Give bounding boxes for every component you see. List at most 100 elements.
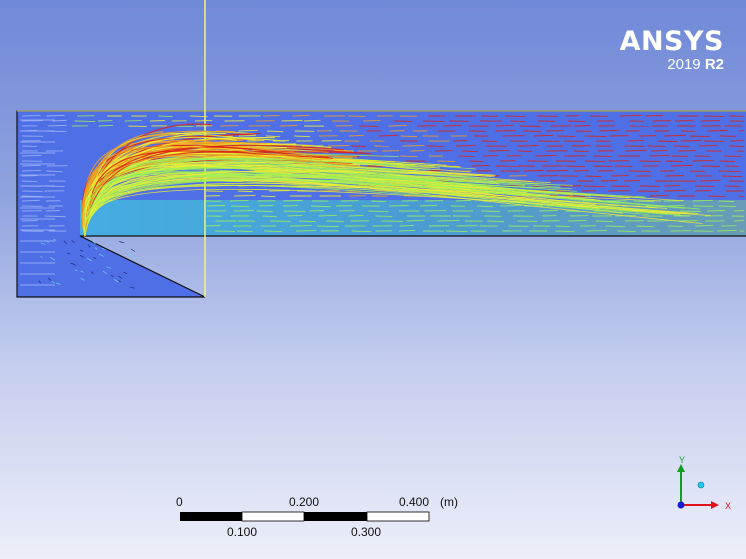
velocity-vector xyxy=(645,114,664,117)
velocity-vector xyxy=(280,124,298,127)
velocity-vector xyxy=(692,199,713,202)
scale-segment-3 xyxy=(304,512,367,521)
streamline xyxy=(84,188,711,237)
cavity-vector xyxy=(94,247,98,250)
velocity-vector xyxy=(378,134,398,137)
velocity-vector xyxy=(496,124,514,127)
cavity-vector xyxy=(53,238,57,241)
velocity-vector xyxy=(546,170,569,172)
cavity-vector xyxy=(130,286,135,289)
velocity-vector xyxy=(555,230,575,233)
velocity-vector xyxy=(619,114,642,117)
velocity-vector xyxy=(388,124,408,127)
velocity-vector xyxy=(708,195,725,198)
velocity-vector xyxy=(261,195,276,198)
velocity-vector xyxy=(504,115,526,117)
velocity-vector xyxy=(442,124,462,127)
cavity-vector xyxy=(93,257,97,260)
velocity-vector xyxy=(262,215,277,218)
scale-segment-1 xyxy=(180,512,242,521)
velocity-vector xyxy=(220,139,243,142)
velocity-vector xyxy=(539,209,558,212)
velocity-vector xyxy=(555,225,571,228)
velocity-vector xyxy=(400,155,419,158)
cavity-vector xyxy=(55,282,61,285)
logo-brand: ANSYS xyxy=(619,26,724,57)
streamline xyxy=(84,171,681,237)
velocity-vector xyxy=(721,175,743,178)
velocity-vector xyxy=(98,124,114,127)
velocity-vector xyxy=(471,164,491,167)
cavity-vector xyxy=(113,279,119,283)
triad-y-arrow xyxy=(677,464,685,472)
cavity-vector xyxy=(47,277,52,282)
cavity-vector xyxy=(63,240,67,244)
cavity-vector xyxy=(119,241,125,244)
velocity-vector xyxy=(649,154,671,157)
scale-label-0-100: 0.100 xyxy=(227,525,258,539)
cavity-vector xyxy=(74,269,78,272)
velocity-vector xyxy=(128,125,147,128)
cavity-vector xyxy=(87,244,91,248)
velocity-vector xyxy=(523,169,544,172)
cavity-vector xyxy=(50,280,55,284)
ansys-logo: ANSYS 2019 R2 xyxy=(620,28,724,74)
velocity-vector xyxy=(717,229,737,232)
velocity-vector xyxy=(21,169,42,172)
velocity-vector xyxy=(680,210,701,212)
velocity-vector xyxy=(231,205,250,208)
velocity-vector xyxy=(262,115,280,117)
streamline xyxy=(84,173,526,237)
cavity-vector xyxy=(79,254,85,258)
velocity-vector xyxy=(674,119,694,122)
velocity-vector xyxy=(455,144,476,147)
scale-label-0: 0 xyxy=(176,495,183,509)
triad-y-label: Y xyxy=(679,455,685,465)
velocity-vector xyxy=(476,205,493,208)
cavity-vector xyxy=(110,275,114,277)
triad-z-axis xyxy=(677,501,685,509)
cavity-vector xyxy=(133,256,138,259)
velocity-vector xyxy=(348,214,364,217)
velocity-vector xyxy=(445,230,468,233)
velocity-vector xyxy=(487,220,505,223)
axis-triad: Y X xyxy=(677,455,731,511)
triad-rotation-point xyxy=(697,481,705,489)
velocity-vector xyxy=(194,119,213,122)
cavity-vector xyxy=(71,240,75,243)
velocity-vector xyxy=(657,140,678,143)
velocity-vector xyxy=(718,200,735,203)
streamline xyxy=(81,139,211,237)
velocity-vector xyxy=(651,150,668,152)
cavity-vector xyxy=(45,239,49,244)
velocity-vector xyxy=(304,119,321,122)
cavity-vector xyxy=(92,240,96,244)
velocity-vector xyxy=(189,115,208,118)
velocity-vector xyxy=(734,219,745,222)
velocity-vector xyxy=(627,139,644,142)
velocity-vector xyxy=(21,195,44,198)
velocity-vector xyxy=(623,179,640,182)
streamline xyxy=(82,185,662,237)
velocity-vector xyxy=(311,205,331,208)
velocity-vector xyxy=(173,125,194,127)
velocity-vector xyxy=(399,224,414,227)
velocity-vector xyxy=(586,229,607,232)
velocity-vector xyxy=(283,199,303,202)
velocity-vector xyxy=(664,189,686,192)
velocity-vector xyxy=(281,119,303,122)
velocity-vector xyxy=(394,120,413,123)
cavity-vector xyxy=(40,256,43,259)
velocity-vector xyxy=(21,154,42,157)
scale-label-0-200: 0.200 xyxy=(289,495,320,509)
velocity-vector xyxy=(600,180,618,182)
velocity-vector xyxy=(149,120,165,122)
velocity-vector xyxy=(668,204,685,207)
velocity-vector xyxy=(488,149,510,152)
velocity-vector xyxy=(469,160,484,162)
velocity-vector xyxy=(419,204,437,207)
cavity-vector xyxy=(117,275,123,279)
scale-label-0-400: 0.400 xyxy=(399,495,430,509)
velocity-vector xyxy=(294,135,311,138)
